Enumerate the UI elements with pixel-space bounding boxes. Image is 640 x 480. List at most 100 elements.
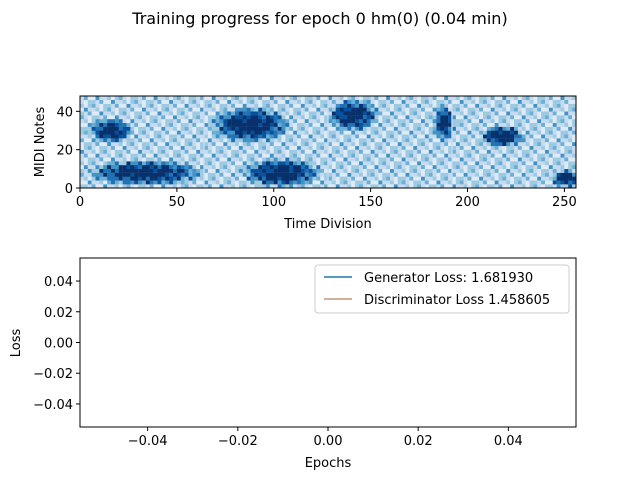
heatmap-cell	[355, 161, 360, 166]
heatmap-cell	[200, 153, 205, 158]
heatmap-cell	[413, 176, 418, 181]
heatmap-cell	[506, 134, 511, 139]
heatmap-cell	[552, 161, 557, 166]
heatmap-cell	[227, 157, 232, 162]
heatmap-cell	[293, 168, 298, 173]
heatmap-cell	[111, 172, 116, 177]
heatmap-cell	[390, 134, 395, 139]
figure-title: Training progress for epoch 0 hm(0) (0.0…	[131, 9, 507, 28]
heatmap-cell	[335, 126, 340, 131]
heatmap-cell	[362, 161, 367, 166]
heatmap-cell	[266, 172, 271, 177]
heatmap-cell	[378, 142, 383, 147]
heatmap-cell	[176, 165, 181, 170]
heatmap-cell	[173, 103, 178, 108]
loss-x-tick-label: 0.04	[494, 434, 523, 449]
heatmap-cell	[498, 145, 503, 150]
heatmap-cell	[359, 142, 364, 147]
heatmap-cell	[80, 103, 85, 108]
heatmap-cell	[273, 122, 278, 127]
heatmap-cell	[196, 180, 201, 185]
heatmap-cell	[246, 138, 251, 143]
heatmap-cell	[91, 126, 96, 131]
heatmap-cell	[111, 145, 116, 150]
heatmap-cell	[200, 149, 205, 154]
heatmap-cell	[250, 134, 255, 139]
heatmap-cell	[483, 103, 488, 108]
heatmap-cell	[149, 96, 154, 101]
heatmap-cell	[173, 157, 178, 162]
heatmap-cell	[320, 103, 325, 108]
heatmap-cell	[517, 115, 522, 120]
heatmap-cell	[459, 138, 464, 143]
heatmap-cell	[475, 119, 480, 124]
heatmap-cell	[231, 111, 236, 116]
heatmap-cell	[273, 103, 278, 108]
heatmap-cell	[498, 180, 503, 185]
heatmap-cell	[382, 176, 387, 181]
heatmap-cell	[339, 99, 344, 104]
heatmap-cell	[471, 96, 476, 101]
heatmap-cell	[331, 111, 336, 116]
heatmap-cell	[285, 168, 290, 173]
heatmap-cell	[118, 176, 123, 181]
heatmap-cell	[122, 119, 127, 124]
heatmap-cell	[498, 126, 503, 131]
heatmap-cell	[483, 126, 488, 131]
heatmap-cell	[165, 99, 170, 104]
heatmap-cell	[537, 176, 542, 181]
heatmap-cell	[413, 96, 418, 101]
heatmap-cell	[483, 142, 488, 147]
heatmap-cell	[502, 138, 507, 143]
heatmap-cell	[483, 115, 488, 120]
heatmap-cell	[560, 130, 565, 135]
heatmap-cell	[479, 142, 484, 147]
heatmap-cell	[126, 172, 131, 177]
heatmap-cell	[362, 149, 367, 154]
heatmap-cell	[463, 153, 468, 158]
loss-x-tick-label: 0.00	[314, 434, 343, 449]
heatmap-cell	[537, 103, 542, 108]
heatmap-cell	[320, 134, 325, 139]
heatmap-cell	[475, 153, 480, 158]
heatmap-cell	[184, 96, 189, 101]
heatmap-cell	[80, 145, 85, 150]
heatmap-cell	[467, 130, 472, 135]
heatmap-cell	[459, 107, 464, 112]
heatmap-cell	[83, 157, 88, 162]
heatmap-cell	[114, 119, 119, 124]
heatmap-cell	[258, 122, 263, 127]
heatmap-cell	[347, 165, 352, 170]
heatmap-cell	[118, 165, 123, 170]
heatmap-cell	[475, 165, 480, 170]
heatmap-cell	[351, 96, 356, 101]
heatmap-cell	[463, 165, 468, 170]
heatmap-cell	[316, 122, 321, 127]
heatmap-cell	[227, 99, 232, 104]
heatmap-cell	[145, 99, 150, 104]
heatmap-cell	[188, 168, 193, 173]
heatmap-cell	[312, 103, 317, 108]
heatmap-cell	[572, 176, 576, 181]
heatmap-cell	[211, 115, 216, 120]
heatmap-cell	[169, 130, 174, 135]
heatmap-cell	[254, 111, 259, 116]
heatmap-cell	[362, 96, 367, 101]
heatmap-cell	[436, 115, 441, 120]
heatmap-cell	[134, 103, 139, 108]
heatmap-cell	[421, 103, 426, 108]
heatmap-cell	[537, 153, 542, 158]
heatmap-cell	[324, 180, 329, 185]
heatmap-cell	[103, 138, 108, 143]
heatmap-cell	[145, 161, 150, 166]
heatmap-cell	[231, 138, 236, 143]
heatmap-cell	[572, 180, 576, 185]
heatmap-cell	[103, 96, 108, 101]
heatmap-cell	[254, 149, 259, 154]
heatmap-cell	[548, 149, 553, 154]
heatmap-cell	[114, 168, 119, 173]
heatmap-cell	[227, 119, 232, 124]
heatmap-cell	[428, 165, 433, 170]
heatmap-cell	[157, 119, 162, 124]
heatmap-cell	[161, 184, 166, 188]
